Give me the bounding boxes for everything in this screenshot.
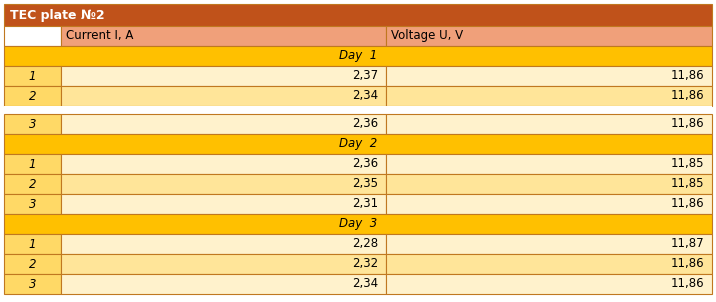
Text: 11,85: 11,85 — [670, 158, 704, 171]
Bar — [61, 254, 387, 274]
Bar — [387, 274, 712, 294]
Bar — [387, 66, 712, 86]
Bar — [61, 154, 387, 174]
Text: 3: 3 — [29, 278, 36, 291]
Bar — [387, 174, 712, 194]
Text: 2,32: 2,32 — [352, 258, 378, 271]
Bar — [4, 234, 61, 254]
Bar — [387, 234, 712, 254]
Bar — [4, 106, 712, 114]
Bar — [4, 274, 61, 294]
Bar — [61, 194, 387, 214]
Text: 1: 1 — [29, 237, 36, 250]
Bar — [387, 114, 712, 134]
Text: 2,37: 2,37 — [352, 69, 378, 82]
Bar — [61, 66, 387, 86]
Text: 2: 2 — [29, 178, 36, 191]
Text: 1: 1 — [29, 69, 36, 82]
Text: 2,36: 2,36 — [352, 117, 378, 130]
Bar — [61, 86, 387, 106]
Text: 11,86: 11,86 — [670, 198, 704, 210]
Text: Day  1: Day 1 — [339, 50, 377, 63]
Bar — [61, 234, 387, 254]
Bar — [387, 154, 712, 174]
Bar — [4, 254, 61, 274]
Text: 2: 2 — [29, 89, 36, 102]
Bar — [4, 46, 712, 66]
Bar — [4, 86, 61, 106]
Text: 2,31: 2,31 — [352, 198, 378, 210]
Bar — [61, 174, 387, 194]
Bar — [4, 4, 712, 26]
Bar — [387, 254, 712, 274]
Bar — [4, 114, 61, 134]
Text: 11,86: 11,86 — [670, 278, 704, 291]
Text: 2,28: 2,28 — [352, 237, 378, 250]
Text: 2,34: 2,34 — [352, 89, 378, 102]
Text: Day  3: Day 3 — [339, 217, 377, 230]
Text: 2,35: 2,35 — [352, 178, 378, 191]
Text: 3: 3 — [29, 117, 36, 130]
Bar — [4, 154, 61, 174]
Bar — [387, 194, 712, 214]
Bar — [4, 134, 712, 154]
Text: 2,34: 2,34 — [352, 278, 378, 291]
Text: 2,36: 2,36 — [352, 158, 378, 171]
Bar — [4, 214, 712, 234]
Text: 11,87: 11,87 — [670, 237, 704, 250]
Text: 11,85: 11,85 — [670, 178, 704, 191]
Bar — [4, 26, 61, 46]
Bar — [4, 66, 61, 86]
Text: 2: 2 — [29, 258, 36, 271]
Text: Voltage U, V: Voltage U, V — [392, 30, 463, 43]
Text: TEC plate №2: TEC plate №2 — [10, 8, 105, 21]
Bar — [61, 274, 387, 294]
Bar — [61, 114, 387, 134]
Text: 11,86: 11,86 — [670, 258, 704, 271]
Bar — [4, 194, 61, 214]
Bar — [61, 26, 387, 46]
Text: 11,86: 11,86 — [670, 69, 704, 82]
Text: 11,86: 11,86 — [670, 117, 704, 130]
Text: Current I, A: Current I, A — [66, 30, 133, 43]
Bar — [387, 86, 712, 106]
Text: 3: 3 — [29, 198, 36, 210]
Text: 1: 1 — [29, 158, 36, 171]
Text: 11,86: 11,86 — [670, 89, 704, 102]
Text: Day  2: Day 2 — [339, 137, 377, 150]
Bar — [4, 174, 61, 194]
Bar — [387, 26, 712, 46]
